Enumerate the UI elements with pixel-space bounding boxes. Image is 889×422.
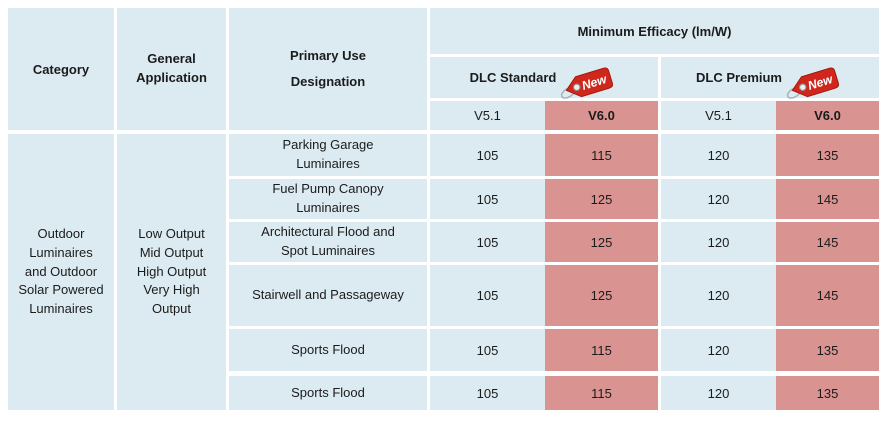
- header-row-titles: Category General Application Primary Use…: [8, 8, 883, 134]
- dlc-standard-label: DLC Standard: [469, 70, 557, 85]
- primary-use-cell: Parking Garage Luminaires: [229, 134, 430, 179]
- efficacy-title-cell: Minimum Efficacy (lm/W): [430, 8, 883, 57]
- new-tag-icon: New: [786, 67, 840, 99]
- premium-v60-value: 145: [776, 265, 883, 329]
- standard-v60-value: 125: [545, 222, 661, 265]
- column-header-category: Category: [8, 8, 117, 134]
- premium-v60-value: 145: [776, 222, 883, 265]
- premium-v60-value: 135: [776, 134, 883, 179]
- table-row: Outdoor Luminaires and Outdoor Solar Pow…: [8, 134, 883, 413]
- primary-use-cell: Sports Flood: [229, 329, 430, 376]
- category-cell: Outdoor Luminaires and Outdoor Solar Pow…: [8, 134, 117, 413]
- standard-v51-value: 105: [430, 376, 545, 413]
- version-header-premium-v60: V6.0: [776, 101, 883, 134]
- column-header-general-application: General Application: [117, 8, 229, 134]
- table-row: Fuel Pump Canopy Luminaires 105 125 120 …: [8, 179, 883, 222]
- table-row: Architectural Flood and Spot Luminaires …: [8, 222, 883, 265]
- standard-v60-value: 115: [545, 329, 661, 376]
- table-row: Stairwell and Passageway 105 125 120 145: [8, 265, 883, 329]
- header-row-groups: DLC Standard New DLC Premium: [8, 57, 883, 101]
- standard-v51-value: 105: [430, 134, 545, 179]
- table-row: Sports Flood 105 115 120 135: [8, 376, 883, 413]
- standard-v51-value: 105: [430, 329, 545, 376]
- standard-v51-value: 105: [430, 265, 545, 329]
- premium-v51-value: 120: [661, 376, 776, 413]
- premium-v51-value: 120: [661, 179, 776, 222]
- column-header-primary-use-designation: Primary Use Designation: [229, 8, 430, 134]
- group-header-dlc-premium: DLC Premium New: [661, 57, 883, 101]
- primary-use-cell: Fuel Pump Canopy Luminaires: [229, 179, 430, 222]
- standard-v51-value: 105: [430, 179, 545, 222]
- premium-v51-value: 120: [661, 329, 776, 376]
- version-header-standard-v60: V6.0: [545, 101, 661, 134]
- premium-v51-value: 120: [661, 134, 776, 179]
- standard-v60-value: 115: [545, 134, 661, 179]
- new-tag-icon: New: [561, 67, 614, 99]
- version-header-premium-v51: V5.1: [661, 101, 776, 134]
- dlc-premium-label: DLC Premium: [696, 70, 782, 85]
- standard-v51-value: 105: [430, 222, 545, 265]
- standard-v60-value: 125: [545, 179, 661, 222]
- minimum-efficacy-table: Category General Application Primary Use…: [8, 8, 883, 413]
- version-header-standard-v51: V5.1: [430, 101, 545, 134]
- table-row: Sports Flood 105 115 120 135: [8, 329, 883, 376]
- premium-v51-value: 120: [661, 222, 776, 265]
- premium-v60-value: 135: [776, 329, 883, 376]
- premium-v51-value: 120: [661, 265, 776, 329]
- primary-use-cell: Sports Flood: [229, 376, 430, 413]
- general-application-cell: Low Output Mid Output High Output Very H…: [117, 134, 229, 413]
- group-header-dlc-standard: DLC Standard New: [430, 57, 661, 101]
- primary-use-cell: Architectural Flood and Spot Luminaires: [229, 222, 430, 265]
- primary-use-cell: Stairwell and Passageway: [229, 265, 430, 329]
- premium-v60-value: 145: [776, 179, 883, 222]
- header-row-versions: V5.1 V6.0 V5.1 V6.0: [8, 101, 883, 134]
- standard-v60-value: 115: [545, 376, 661, 413]
- standard-v60-value: 125: [545, 265, 661, 329]
- premium-v60-value: 135: [776, 376, 883, 413]
